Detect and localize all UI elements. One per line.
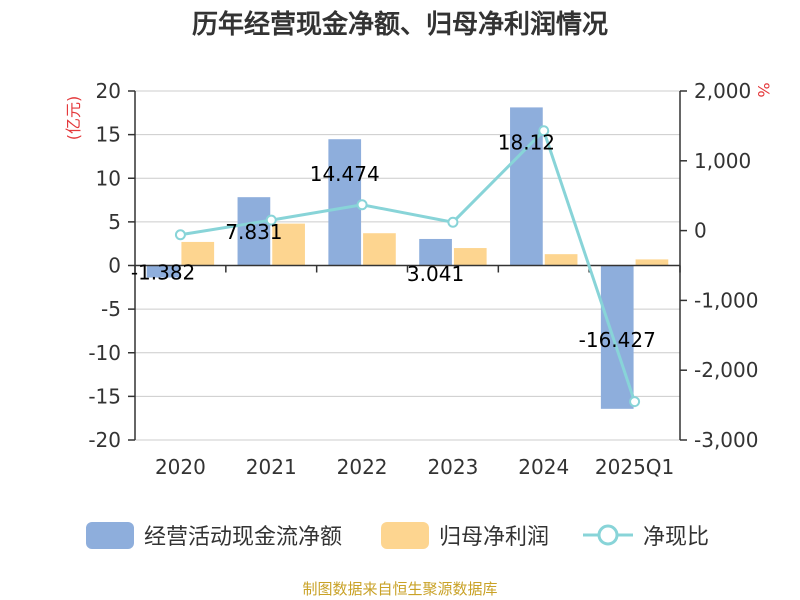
ratio-point bbox=[629, 396, 641, 408]
y-left-tick-label: 20 bbox=[96, 79, 121, 103]
data-label-cashflow: 3.041 bbox=[407, 262, 464, 286]
y-right-tick-label: -1,000 bbox=[694, 288, 758, 312]
data-label-cashflow: 14.474 bbox=[310, 162, 380, 186]
bar-cashflow bbox=[328, 139, 362, 266]
y-left-tick-label: 5 bbox=[108, 210, 121, 234]
data-label-cashflow: 7.831 bbox=[225, 220, 282, 244]
bar-cashflow bbox=[419, 238, 452, 266]
x-tick-label: 2021 bbox=[246, 455, 297, 479]
x-tick-label: 2022 bbox=[337, 455, 388, 479]
bar-profit bbox=[363, 233, 396, 266]
ratio-line bbox=[174, 125, 641, 408]
y-right-tick-label: 2,000 bbox=[694, 79, 751, 103]
bar-profit bbox=[453, 248, 487, 266]
y-right-tick-label: -2,000 bbox=[694, 358, 758, 382]
legend: 经营活动现金流净额 归母净利润 净现比 bbox=[86, 522, 709, 550]
y-right-unit: % bbox=[754, 82, 773, 97]
data-labels: -1.382 7.831 14.474 3.041 18.12 -16.427 bbox=[131, 130, 656, 352]
y-left-tick-label: -10 bbox=[88, 341, 121, 365]
ratio-point bbox=[174, 229, 186, 241]
bar-profit bbox=[544, 254, 578, 266]
ratio-point bbox=[447, 216, 459, 228]
x-tick-label: 2020 bbox=[155, 455, 206, 479]
legend-marker-ratio bbox=[597, 524, 619, 546]
ratio-point bbox=[356, 199, 368, 211]
data-label-cashflow: -1.382 bbox=[131, 261, 195, 285]
y-left-tick-label: 10 bbox=[96, 166, 121, 190]
y-right-tick-label: 0 bbox=[694, 219, 707, 243]
data-label-cashflow: -16.427 bbox=[579, 328, 656, 352]
y-left-tick-label: -15 bbox=[88, 384, 121, 408]
bar-profit bbox=[635, 259, 669, 266]
bar-profit bbox=[272, 223, 305, 266]
x-tick-label: 2025Q1 bbox=[595, 455, 674, 479]
y-right-tick-label: 1,000 bbox=[694, 149, 751, 173]
legend-swatch-profit bbox=[381, 522, 429, 549]
grid bbox=[135, 90, 680, 441]
y-right-tick-label: -3,000 bbox=[694, 428, 758, 452]
data-label-cashflow: 18.12 bbox=[498, 130, 555, 154]
bar-cashflow bbox=[146, 265, 180, 278]
y-left-unit: (亿元) bbox=[64, 96, 83, 141]
bar-profit bbox=[181, 241, 215, 266]
chart-title: 历年经营现金净额、归母净利润情况 bbox=[192, 9, 608, 40]
ratio-point bbox=[265, 214, 277, 226]
source-note: 制图数据来自恒生聚源数据库 bbox=[302, 580, 497, 598]
bar-cashflow bbox=[237, 197, 271, 266]
ratio-point bbox=[538, 125, 550, 137]
legend-swatch-cashflow bbox=[86, 522, 134, 549]
y-left-tick-label: 0 bbox=[108, 254, 121, 278]
x-tick-label: 2023 bbox=[427, 455, 478, 479]
y-left-tick-label: 15 bbox=[96, 123, 121, 147]
x-tick-label: 2024 bbox=[518, 455, 569, 479]
y-left-tick-label: -20 bbox=[88, 428, 121, 452]
y-left-tick-label: -5 bbox=[101, 297, 121, 321]
bars bbox=[146, 107, 669, 409]
axes: 20 15 10 5 0 -5 -10 -15 -20 2,000 1,000 0 -1,000 -2,0… bbox=[88, 79, 758, 479]
legend-label-cashflow: 经营活动现金流净额 bbox=[144, 525, 342, 550]
ratio-line-path bbox=[180, 128, 637, 403]
bar-cashflow bbox=[510, 107, 543, 266]
legend-label-profit: 归母净利润 bbox=[439, 525, 549, 550]
legend-label-ratio: 净现比 bbox=[643, 525, 709, 550]
